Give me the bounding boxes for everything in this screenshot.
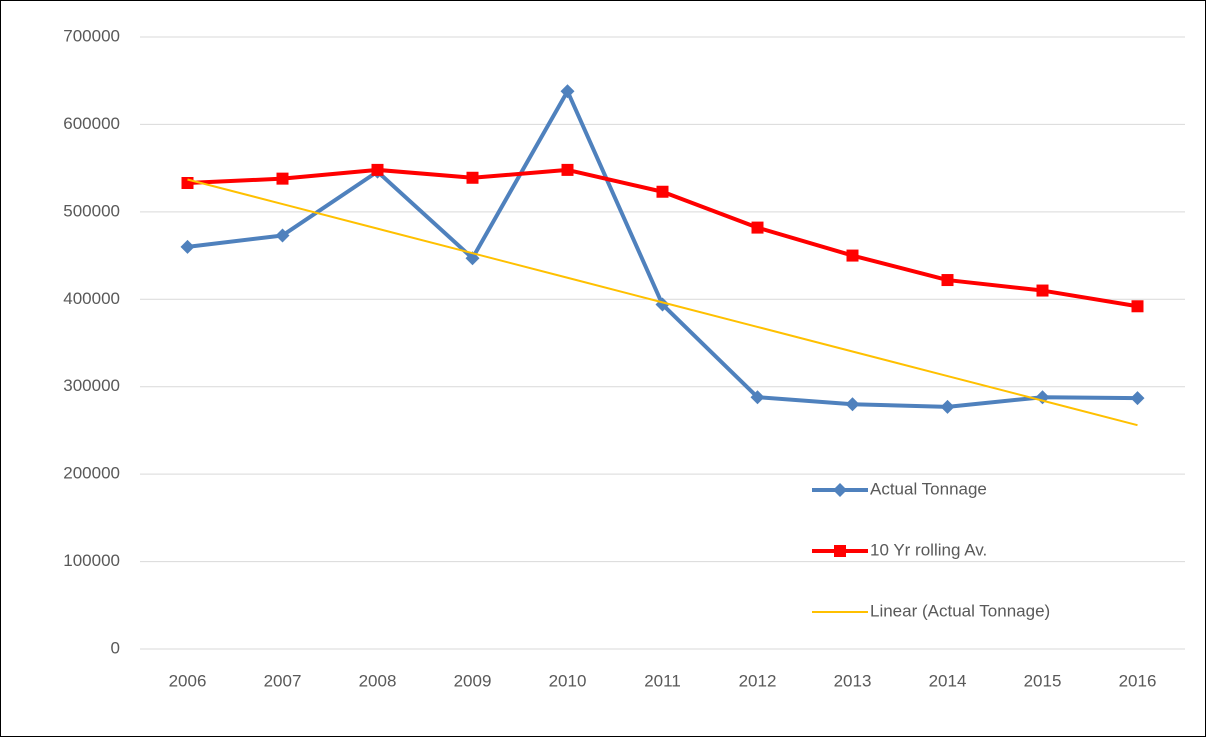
point bbox=[940, 399, 955, 414]
y-tick-label: 700000 bbox=[63, 26, 120, 45]
y-tick-label: 100000 bbox=[63, 551, 120, 570]
y-tick-label: 200000 bbox=[63, 464, 120, 483]
x-tick-label: 2015 bbox=[1024, 671, 1062, 690]
y-tick-label: 0 bbox=[111, 638, 120, 657]
point bbox=[561, 163, 574, 176]
legend-label: 10 Yr rolling Av. bbox=[870, 540, 987, 559]
x-tick-label: 2012 bbox=[739, 671, 777, 690]
x-tick-label: 2009 bbox=[454, 671, 492, 690]
legend-marker bbox=[833, 483, 847, 497]
series-line bbox=[187, 178, 1138, 427]
point bbox=[181, 177, 194, 190]
point bbox=[1036, 284, 1049, 297]
y-tick-label: 400000 bbox=[63, 289, 120, 308]
x-tick-label: 2007 bbox=[264, 671, 302, 690]
y-tick-label: 300000 bbox=[63, 376, 120, 395]
point bbox=[1130, 391, 1145, 406]
x-tick-label: 2006 bbox=[169, 671, 207, 690]
point bbox=[276, 172, 289, 185]
point bbox=[371, 163, 384, 176]
point bbox=[846, 249, 859, 262]
point bbox=[180, 239, 195, 254]
x-tick-label: 2016 bbox=[1119, 671, 1157, 690]
x-tick-label: 2010 bbox=[549, 671, 587, 690]
point bbox=[560, 84, 575, 99]
point bbox=[275, 228, 290, 243]
legend-label: Actual Tonnage bbox=[870, 479, 987, 498]
x-tick-label: 2013 bbox=[834, 671, 872, 690]
point bbox=[941, 274, 954, 287]
point bbox=[751, 221, 764, 234]
legend-label: Linear (Actual Tonnage) bbox=[870, 601, 1050, 620]
legend-marker bbox=[834, 545, 846, 557]
x-tick-label: 2008 bbox=[359, 671, 397, 690]
x-tick-label: 2011 bbox=[644, 671, 681, 690]
point bbox=[1131, 300, 1144, 313]
y-tick-label: 600000 bbox=[63, 114, 120, 133]
point bbox=[466, 171, 479, 184]
point bbox=[845, 397, 860, 412]
point bbox=[750, 390, 765, 405]
y-tick-label: 500000 bbox=[63, 201, 120, 220]
x-tick-label: 2014 bbox=[929, 671, 967, 690]
point bbox=[656, 185, 669, 198]
